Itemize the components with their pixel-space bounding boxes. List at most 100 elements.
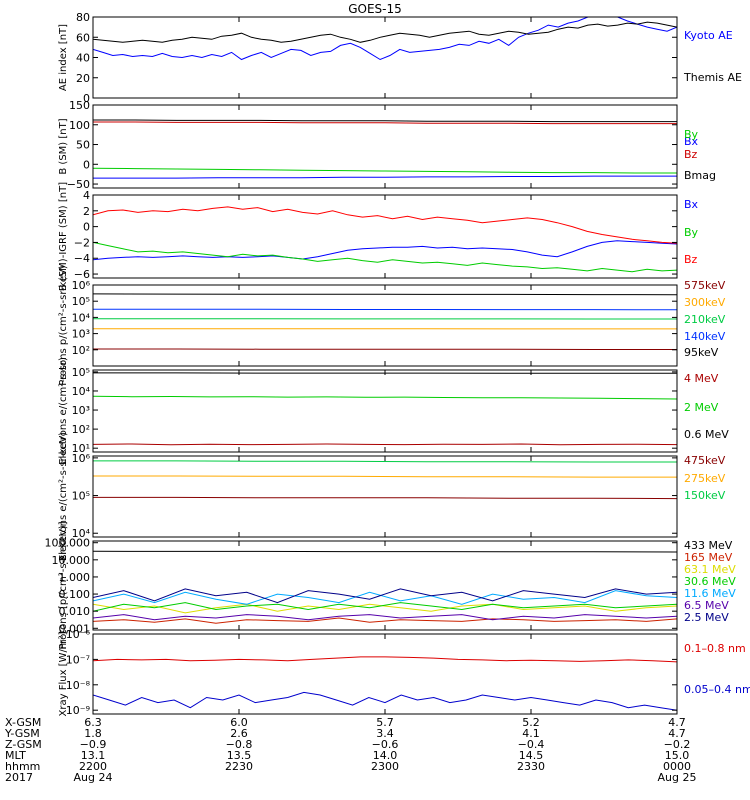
series-line-7-1 [93,550,677,553]
ephemeris-value: 3.4 [376,727,394,740]
y-tick-label: 10⁴ [72,527,91,540]
ephemeris-value: 13.5 [227,749,252,762]
ephemeris-value: Aug 24 [74,771,113,784]
ephemeris-value: 6.0 [230,716,248,729]
y-axis-label: Xray Flux [W/m²] [58,631,69,716]
ephemeris-value: 2200 [79,760,107,773]
y-tick-label: 10⁶ [72,279,91,292]
ephemeris-value: 0000 [663,760,691,773]
y-tick-label: 0 [83,92,90,105]
legend-entry: 433 MeV [684,539,733,552]
y-tick-label: 10⁴ [72,311,91,324]
legend-entry: 4 MeV [684,372,719,385]
figure-title: GOES-15 [348,2,402,16]
y-tick-label: −4 [74,252,90,265]
panel-7: 0.001 0.010 0.100 1.000 10.000 100.000Protons… [45,521,737,649]
legend-entry: 475keV [684,454,726,467]
y-axis-label: AE index [nT] [58,24,69,91]
y-tick-label: 0 [83,158,90,171]
series-line-4-4 [93,308,677,311]
series-line-2-3 [93,121,677,125]
ephemeris-value: 14.5 [519,749,544,762]
ephemeris-row-label: X-GSM [5,716,41,729]
series-line-6-1 [93,496,677,500]
y-axis-label: Protons p/(cm²-s-sr-keV) [58,265,69,386]
legend-entry: 0.6 MeV [684,428,729,441]
ephemeris-row-label: MLT [5,749,26,762]
ephemeris-row-label: Y-GSM [4,727,40,740]
y-tick-label: 100.000 [45,537,91,550]
legend-entry: Bx [684,198,699,211]
y-tick-label: 10² [72,423,90,436]
ephemeris-value: 2330 [517,760,545,773]
legend-entry: Bz [684,148,698,161]
y-tick-label: −6 [74,268,90,281]
legend-entry: Bx [684,135,699,148]
series-line-7-7 [93,588,677,604]
legend-entry: 0.05–0.4 nm [684,683,750,696]
series-line-6-3 [93,460,677,463]
y-tick-label: 0.100 [59,588,91,601]
ephemeris-value: Aug 25 [658,771,697,784]
plot-frame [92,104,678,189]
ephemeris-row-label: 2017 [5,771,33,784]
series-line-1-1 [93,17,677,61]
legend-entry: 0.1–0.8 nm [684,642,746,655]
y-tick-label: 50 [76,139,90,152]
y-tick-label: 40 [76,52,90,65]
ephemeris-value: 6.3 [84,716,102,729]
ephemeris-value: 4.1 [522,727,540,740]
y-tick-label: 80 [76,11,90,24]
y-tick-label: 10⁵ [72,366,90,379]
legend-entry: 6.5 MeV [684,599,729,612]
ephemeris-value: −0.8 [226,738,253,751]
y-tick-label: −50 [67,178,90,191]
y-tick-label: 10⁵ [72,490,90,503]
legend-entry: By [684,128,699,141]
legend-entry: 275keV [684,472,726,485]
y-tick-label: 60 [76,31,90,44]
series-line-4-5 [93,293,677,296]
series-line-3-1 [93,240,677,261]
series-line-3-3 [93,206,677,244]
series-line-7-4 [93,602,677,612]
series-line-7-3 [93,603,677,614]
ephemeris-value: −0.6 [372,738,399,751]
ephemeris-value: −0.4 [518,738,545,751]
legend-entry: 2.5 MeV [684,611,729,624]
series-line-2-4 [93,119,677,123]
series-line-7-5 [93,590,677,605]
y-tick-label: 1.000 [59,571,91,584]
y-tick-label: 10⁻⁹ [66,704,90,717]
series-line-6-2 [93,475,677,478]
y-tick-label: 2 [83,205,90,218]
y-tick-label: 10⁴ [72,385,91,398]
plot-frame [92,455,678,538]
ephemeris-value: 2.6 [230,727,248,740]
series-line-3-2 [93,241,677,273]
ephemeris-row-label: hhmm [5,760,40,773]
series-line-7-2 [93,617,677,624]
y-tick-label: 10⁻⁶ [66,628,91,641]
legend-entry: 300keV [684,296,726,309]
legend-entry: 140keV [684,330,726,343]
series-line-7-6 [93,614,677,621]
ephemeris-value: −0.9 [80,738,107,751]
ephemeris-value: 4.7 [668,727,686,740]
y-tick-label: 0.010 [59,605,91,618]
series-line-8-1 [93,656,677,663]
y-axis-label: Protons [p/(cm²-s-sr-keV)] [58,521,69,649]
ephemeris-row-label: Z-GSM [5,738,42,751]
y-tick-label: 0 [83,221,90,234]
legend-entry: 575keV [684,279,726,292]
plot-frame [92,284,678,367]
series-line-5-2 [93,395,677,400]
y-tick-label: 100 [69,119,90,132]
legend-entry: 11.6 MeV [684,587,736,600]
y-axis-label: B (SM)-IGRF (SM) [nT] [58,182,69,291]
ephemeris-value: 5.2 [522,716,540,729]
